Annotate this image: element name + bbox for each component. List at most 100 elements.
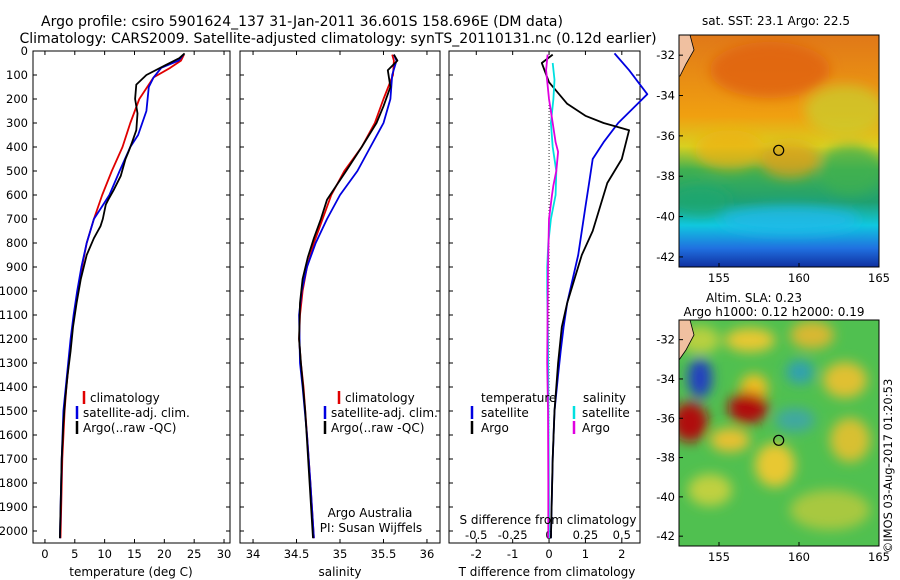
- difference-legend: temperature satellite Argo salinity sate…: [470, 391, 630, 435]
- sla-map-frame: [678, 319, 880, 547]
- temperature-xtick-label: 20: [157, 547, 172, 561]
- t-difference-xtick-label: 2: [618, 547, 625, 561]
- sst-map-image: [679, 35, 879, 267]
- imos-credit: ©IMOS 03-Aug-2017 01:20:53: [881, 379, 895, 554]
- temperature-xtick-label: 0: [41, 547, 48, 561]
- salinity-xtick-label: 35.5: [371, 547, 397, 561]
- legend-sal-title: salinity: [583, 391, 626, 405]
- s-difference-tick-label: 0.5: [613, 528, 631, 542]
- map-ytick-label: -36: [656, 411, 675, 425]
- temperature-xtick-label: 10: [97, 547, 112, 561]
- temperature-legend: climatology satellite-adj. clim. Argo(..…: [75, 391, 190, 435]
- s-difference-label: S difference from climatology: [460, 513, 637, 527]
- temperature-xlabel: temperature (deg C): [69, 565, 192, 579]
- salinity-xtick-label: 34.5: [284, 547, 310, 561]
- float-position-marker: [773, 144, 785, 156]
- depth-tick-label: 700: [6, 212, 28, 226]
- series-line: [545, 54, 559, 539]
- depth-tick-label: 900: [6, 260, 28, 274]
- depth-tick-label: 100: [6, 68, 28, 82]
- coastline-shape: [679, 35, 695, 77]
- salinity-xtick-label: 35: [333, 547, 348, 561]
- salinity-xtick-label: 36: [420, 547, 435, 561]
- legend-label-temp-satellite: satellite: [481, 406, 529, 420]
- map-ytick-label: -40: [656, 210, 675, 224]
- salinity-legend: climatology satellite-adj. clim. Argo(..…: [323, 391, 438, 435]
- map-xtick-label: 165: [868, 550, 890, 564]
- series-line: [298, 54, 395, 539]
- series-line: [540, 53, 630, 539]
- series-line: [298, 54, 398, 539]
- map-ytick-label: -32: [656, 333, 675, 347]
- map-ytick-label: -34: [656, 372, 675, 386]
- temperature-xtick-label: 15: [127, 547, 142, 561]
- map-xtick-label: 160: [788, 271, 810, 285]
- salinity-xlabel: salinity: [318, 565, 361, 579]
- map-ytick-label: -32: [656, 48, 675, 62]
- figure-title-line2: Climatology: CARS2009. Satellite-adjuste…: [19, 31, 656, 47]
- legend-temp-title: temperature: [481, 391, 556, 405]
- map-ytick-label: -38: [656, 169, 675, 183]
- argo-australia-note: Argo Australia: [328, 506, 413, 520]
- depth-tick-label: 1700: [0, 452, 28, 466]
- depth-tick-label: 500: [6, 164, 28, 178]
- legend-label-sal-satellite: satellite: [582, 406, 630, 420]
- temperature-panel: 0 5 10 15 20 25 30: [41, 51, 231, 561]
- depth-tick-label: 1000: [0, 284, 28, 298]
- depth-tick-label: 800: [6, 236, 28, 250]
- series-line: [298, 54, 399, 539]
- float-position-marker: [773, 434, 785, 446]
- depth-tick-label: 400: [6, 140, 28, 154]
- sla-map-title-line1: Altim. SLA: 0.23: [706, 291, 802, 305]
- map-xtick-label: 165: [868, 271, 890, 285]
- depth-tick-label: 1500: [0, 404, 28, 418]
- depth-tick-label: 0: [21, 44, 28, 58]
- legend-label-sal-argo: Argo: [582, 421, 610, 435]
- map-xtick-label: 155: [708, 550, 730, 564]
- series-line: [550, 52, 649, 539]
- depth-tick-label: 300: [6, 116, 28, 130]
- depth-tick-label: 200: [6, 92, 28, 106]
- salinity-xtick-label: 34: [246, 547, 261, 561]
- map-ytick-label: -38: [656, 451, 675, 465]
- depth-tick-label: 1200: [0, 332, 28, 346]
- temperature-xtick-label: 25: [187, 547, 202, 561]
- salinity-panel-frame: [239, 50, 441, 544]
- map-xtick-label: 155: [708, 271, 730, 285]
- figure-title-line1: Argo profile: csiro 5901624_137 31-Jan-2…: [41, 14, 563, 30]
- series-line: [59, 54, 185, 539]
- series-line: [59, 52, 186, 539]
- s-difference-tick-label: -0.25: [498, 528, 528, 542]
- t-difference-xtick-label: -1: [507, 547, 518, 561]
- t-difference-xlabel: T difference from climatology: [458, 565, 636, 579]
- depth-tick-label: 600: [6, 188, 28, 202]
- difference-panel-frame: [448, 50, 641, 544]
- s-difference-tick-label: 0.25: [573, 528, 599, 542]
- legend-label-argo: Argo(..raw -QC): [83, 421, 176, 435]
- sla-map-title-line2: Argo h1000: 0.12 h2000: 0.19: [684, 305, 865, 319]
- temperature-xtick-label: 5: [71, 547, 78, 561]
- depth-axis: 0 100 200 300 400 500 600 700 800 900 1000 1100 1200…: [0, 44, 640, 538]
- t-difference-xtick-label: -2: [471, 547, 482, 561]
- depth-tick-label: 1800: [0, 476, 28, 490]
- map-xtick-label: 160: [788, 550, 810, 564]
- temperature-xtick-label: 30: [217, 547, 232, 561]
- sla-map-image: [679, 320, 879, 546]
- map-ytick-label: -36: [656, 129, 675, 143]
- legend-label-argo: Argo(..raw -QC): [331, 421, 424, 435]
- t-difference-xtick-label: 0: [545, 547, 552, 561]
- map-ytick-label: -34: [656, 89, 675, 103]
- sst-map-frame: [678, 34, 880, 268]
- salinity-panel: 34 34.5 35 35.5 36: [246, 51, 435, 561]
- depth-tick-label: 1400: [0, 380, 28, 394]
- depth-tick-label: 1900: [0, 500, 28, 514]
- legend-label-climatology: climatology: [345, 391, 415, 405]
- pi-note: PI: Susan Wijffels: [320, 521, 422, 535]
- sst-map-title: sat. SST: 23.1 Argo: 22.5: [702, 14, 850, 28]
- coastline-shape: [679, 320, 695, 361]
- legend-label-temp-argo: Argo: [481, 421, 509, 435]
- depth-tick-label: 2000: [0, 524, 28, 538]
- legend-label-satellite: satellite-adj. clim.: [83, 406, 190, 420]
- depth-tick-label: 1300: [0, 356, 28, 370]
